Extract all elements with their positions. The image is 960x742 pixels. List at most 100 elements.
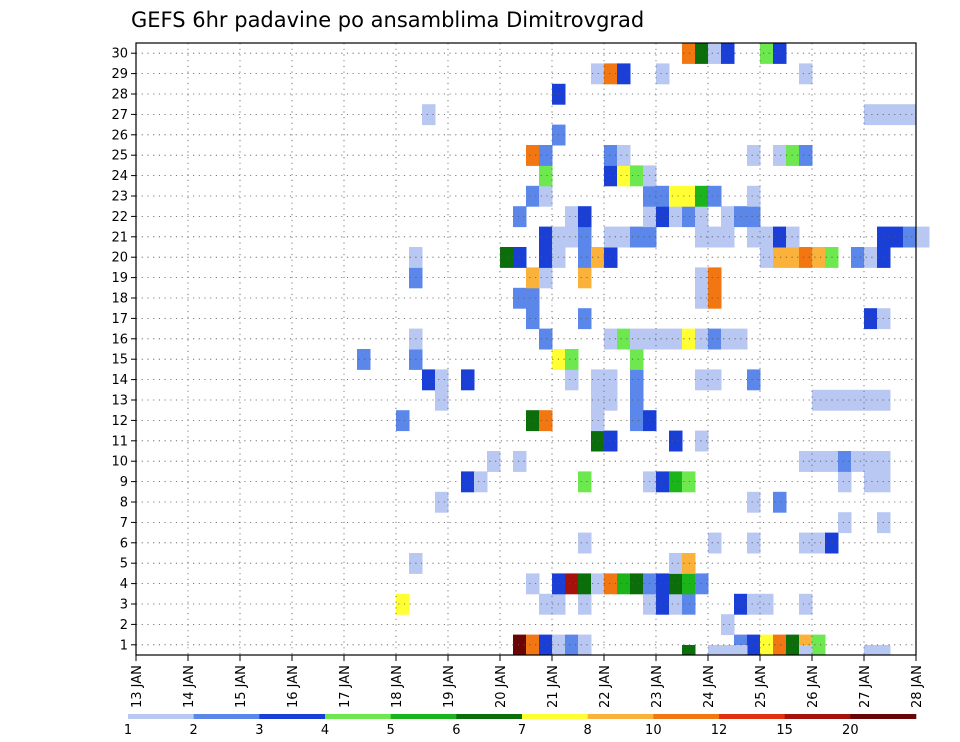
heatmap-cell xyxy=(760,226,774,248)
heatmap-cell xyxy=(721,226,735,248)
heatmap-cell xyxy=(786,145,800,166)
x-tick-label: 15 JAN xyxy=(234,665,249,708)
colorbar-swatch xyxy=(390,714,457,719)
heatmap-cell xyxy=(812,247,826,268)
heatmap-cell xyxy=(747,226,761,248)
heatmap-cells xyxy=(357,43,930,656)
heatmap-cell xyxy=(656,593,670,615)
x-tick-label: 14 JAN xyxy=(182,665,197,708)
y-tick-label: 20 xyxy=(111,251,128,266)
heatmap-cell xyxy=(357,349,371,370)
x-tick-label: 17 JAN xyxy=(338,665,353,708)
heatmap-cell xyxy=(630,165,644,187)
colorbar-label: 2 xyxy=(190,723,198,738)
heatmap-cell xyxy=(578,206,592,228)
heatmap-cell xyxy=(604,369,618,391)
y-tick-label: 7 xyxy=(120,516,128,531)
heatmap-cell xyxy=(708,532,722,554)
heatmap-cell xyxy=(773,491,787,513)
y-tick-label: 2 xyxy=(120,618,128,633)
x-tick-label: 25 JAN xyxy=(754,665,769,708)
y-tick-label: 13 xyxy=(111,394,128,409)
heatmap-cell xyxy=(747,145,761,166)
heatmap-cell xyxy=(526,287,540,309)
x-axis: 13 JAN 14 JAN 15 JAN 16 JAN 17 JAN 18 JAN 19 J… xyxy=(130,655,925,708)
colorbar-swatch xyxy=(456,714,523,719)
heatmap-cell xyxy=(435,491,449,513)
heatmap-cell xyxy=(708,267,722,289)
heatmap-cell xyxy=(669,593,683,615)
heatmap-cell xyxy=(513,451,527,472)
heatmap-cell xyxy=(708,185,722,207)
y-tick-label: 6 xyxy=(120,536,128,551)
colorbar-label: 20 xyxy=(842,723,859,738)
heatmap-cell xyxy=(695,185,709,207)
colorbar-swatch xyxy=(193,714,260,719)
heatmap-cell xyxy=(786,634,800,656)
heatmap-cell xyxy=(539,593,553,615)
y-tick-label: 12 xyxy=(111,414,128,429)
heatmap-cell xyxy=(578,532,592,554)
heatmap-cell xyxy=(773,247,787,268)
y-tick-label: 8 xyxy=(120,496,128,511)
y-tick-label: 15 xyxy=(111,353,128,368)
heatmap-cell xyxy=(799,645,813,655)
heatmap-cell xyxy=(799,63,813,85)
heatmap-cell xyxy=(682,206,696,228)
y-tick-label: 19 xyxy=(111,271,128,286)
heatmap-cell xyxy=(695,369,709,391)
heatmap-cell xyxy=(565,634,579,656)
heatmap-cell xyxy=(630,369,644,391)
y-tick-label: 5 xyxy=(120,557,128,572)
colorbar-swatch xyxy=(325,714,391,719)
x-tick-label: 20 JAN xyxy=(494,665,509,708)
y-tick-label: 29 xyxy=(111,67,128,82)
heatmap-cell xyxy=(630,328,644,350)
heatmap-cell xyxy=(435,389,449,411)
heatmap-cell xyxy=(630,410,644,432)
heatmap-cell xyxy=(877,645,891,655)
x-tick-label: 24 JAN xyxy=(702,665,717,708)
heatmap-cell xyxy=(656,206,670,228)
heatmap-cell xyxy=(890,104,904,126)
y-tick-label: 21 xyxy=(111,230,128,245)
y-tick-label: 10 xyxy=(111,455,128,470)
heatmap-cell xyxy=(578,593,592,615)
heatmap-cell xyxy=(695,573,709,595)
heatmap-cell xyxy=(617,63,631,85)
y-tick-label: 24 xyxy=(111,169,128,184)
heatmap-cell xyxy=(903,104,917,126)
colorbar-swatch xyxy=(784,714,851,719)
heatmap-cell xyxy=(708,328,722,350)
heatmap-cell xyxy=(604,389,618,411)
heatmap-cell xyxy=(682,185,696,207)
heatmap-cell xyxy=(695,287,709,309)
y-tick-label: 11 xyxy=(111,434,128,449)
heatmap-cell xyxy=(604,430,618,452)
heatmap-cell xyxy=(604,63,618,85)
heatmap-cell xyxy=(799,145,813,166)
heatmap-cell xyxy=(513,634,527,656)
heatmap-cell xyxy=(760,634,774,656)
heatmap-cell xyxy=(539,247,553,268)
heatmap-cell xyxy=(812,634,826,656)
colorbar-swatch xyxy=(128,714,194,719)
heatmap-cell xyxy=(838,471,852,493)
heatmap-cell xyxy=(513,206,527,228)
heatmap-cell xyxy=(630,573,644,595)
heatmap-cell xyxy=(669,553,683,574)
heatmap-cell xyxy=(656,185,670,207)
heatmap-cell xyxy=(539,226,553,248)
colorbar-swatch xyxy=(850,714,917,719)
heatmap-cell xyxy=(786,226,800,248)
heatmap-cell xyxy=(526,185,540,207)
heatmap-cell xyxy=(708,226,722,248)
heatmap-cell xyxy=(656,63,670,85)
x-tick-label: 18 JAN xyxy=(390,665,405,708)
heatmap-cell xyxy=(513,287,527,309)
x-tick-label: 26 JAN xyxy=(806,665,821,708)
heatmap-cell xyxy=(539,410,553,432)
heatmap-cell xyxy=(747,369,761,391)
colorbar-swatch xyxy=(522,714,588,719)
